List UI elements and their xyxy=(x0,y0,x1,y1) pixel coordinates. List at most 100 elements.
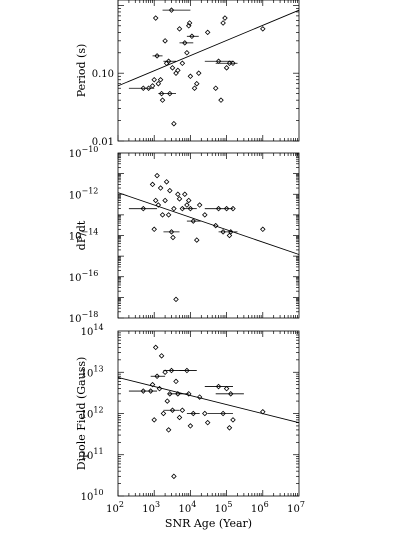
data-point xyxy=(162,38,168,44)
x-tick-label: 105 xyxy=(215,500,233,515)
data-point xyxy=(191,85,198,91)
data-point xyxy=(190,218,197,224)
data-point xyxy=(212,222,219,229)
data-point xyxy=(230,417,236,423)
data-point xyxy=(145,85,152,91)
data-point xyxy=(159,97,166,103)
data-point xyxy=(179,407,186,413)
data-point xyxy=(167,391,173,397)
data-point xyxy=(158,90,165,97)
data-point xyxy=(220,410,226,417)
data-point xyxy=(154,53,160,59)
fit-line xyxy=(117,192,300,255)
data-point xyxy=(156,385,163,392)
data-point xyxy=(173,296,179,303)
y-axis-label-dipole-field: Dipole Field (Gauss) xyxy=(75,357,88,471)
data-point xyxy=(187,73,194,80)
data-point xyxy=(171,473,177,480)
panel-period: 0.01 0.10 xyxy=(92,0,300,148)
data-point xyxy=(187,423,194,429)
data-point xyxy=(149,381,156,388)
data-point xyxy=(260,409,266,415)
y-axis-label-dpdt: dP/dt xyxy=(75,220,88,250)
data-point xyxy=(165,212,172,218)
x-tick-label: 104 xyxy=(178,500,196,515)
data-point xyxy=(212,85,219,91)
data-point xyxy=(215,205,222,212)
plot-frame xyxy=(117,0,300,142)
data-point xyxy=(173,378,179,385)
data-point xyxy=(165,427,172,433)
y-tick-label: 0.10 xyxy=(92,69,114,80)
data-point xyxy=(159,212,166,218)
data-point xyxy=(204,29,211,36)
data-point xyxy=(227,229,234,235)
data-point xyxy=(223,385,230,392)
data-point xyxy=(140,388,147,394)
x-tick-label: 106 xyxy=(251,500,269,515)
data-point xyxy=(160,410,167,417)
data-point xyxy=(184,202,190,208)
data-point xyxy=(158,353,165,359)
y-tick-label: 1010 xyxy=(81,488,104,503)
data-point xyxy=(168,367,175,374)
data-point xyxy=(171,205,177,212)
data-point xyxy=(175,191,181,198)
data-point xyxy=(167,90,173,97)
data-point xyxy=(220,20,226,26)
data-point xyxy=(151,76,157,83)
data-point xyxy=(185,391,192,397)
data-point xyxy=(176,26,183,32)
data-point xyxy=(226,232,233,239)
data-point xyxy=(204,419,211,426)
data-point xyxy=(169,407,176,413)
data-point xyxy=(151,226,157,233)
y-tick-label: 10−16 xyxy=(69,269,99,284)
data-point xyxy=(165,58,172,65)
plot-frame xyxy=(117,152,300,319)
data-point xyxy=(223,65,230,71)
data-point xyxy=(176,196,183,202)
data-point xyxy=(184,367,190,374)
data-point xyxy=(189,33,195,40)
data-point xyxy=(223,205,230,212)
data-point xyxy=(162,369,168,376)
data-point xyxy=(157,76,164,83)
data-point xyxy=(260,26,266,32)
data-point xyxy=(195,70,202,76)
data-point xyxy=(190,410,197,417)
data-point xyxy=(175,391,181,397)
data-point xyxy=(155,202,162,208)
data-point xyxy=(151,417,157,423)
y-tick-label: 10−12 xyxy=(69,186,99,201)
data-point xyxy=(194,237,200,243)
data-point xyxy=(176,414,183,421)
data-point xyxy=(215,383,222,390)
data-point xyxy=(157,185,164,191)
data-point xyxy=(171,120,177,127)
data-point xyxy=(226,425,233,431)
data-point xyxy=(260,226,266,233)
data-point xyxy=(179,60,186,67)
data-point xyxy=(147,388,154,394)
data-point xyxy=(194,80,200,87)
y-tick-label: 1014 xyxy=(81,323,104,338)
data-point xyxy=(202,212,208,218)
data-point xyxy=(140,85,147,91)
data-point xyxy=(230,205,236,212)
x-tick-label: 107 xyxy=(287,500,305,515)
data-point xyxy=(149,83,156,89)
data-point xyxy=(170,234,176,241)
x-tick-label: 102 xyxy=(106,500,124,515)
data-point xyxy=(152,15,159,21)
data-point xyxy=(185,197,192,204)
data-point xyxy=(227,391,234,397)
data-point xyxy=(182,191,188,198)
data-point xyxy=(218,97,224,103)
data-point xyxy=(230,60,236,67)
data-point xyxy=(152,344,159,351)
data-point xyxy=(162,197,168,204)
data-point xyxy=(168,7,175,13)
